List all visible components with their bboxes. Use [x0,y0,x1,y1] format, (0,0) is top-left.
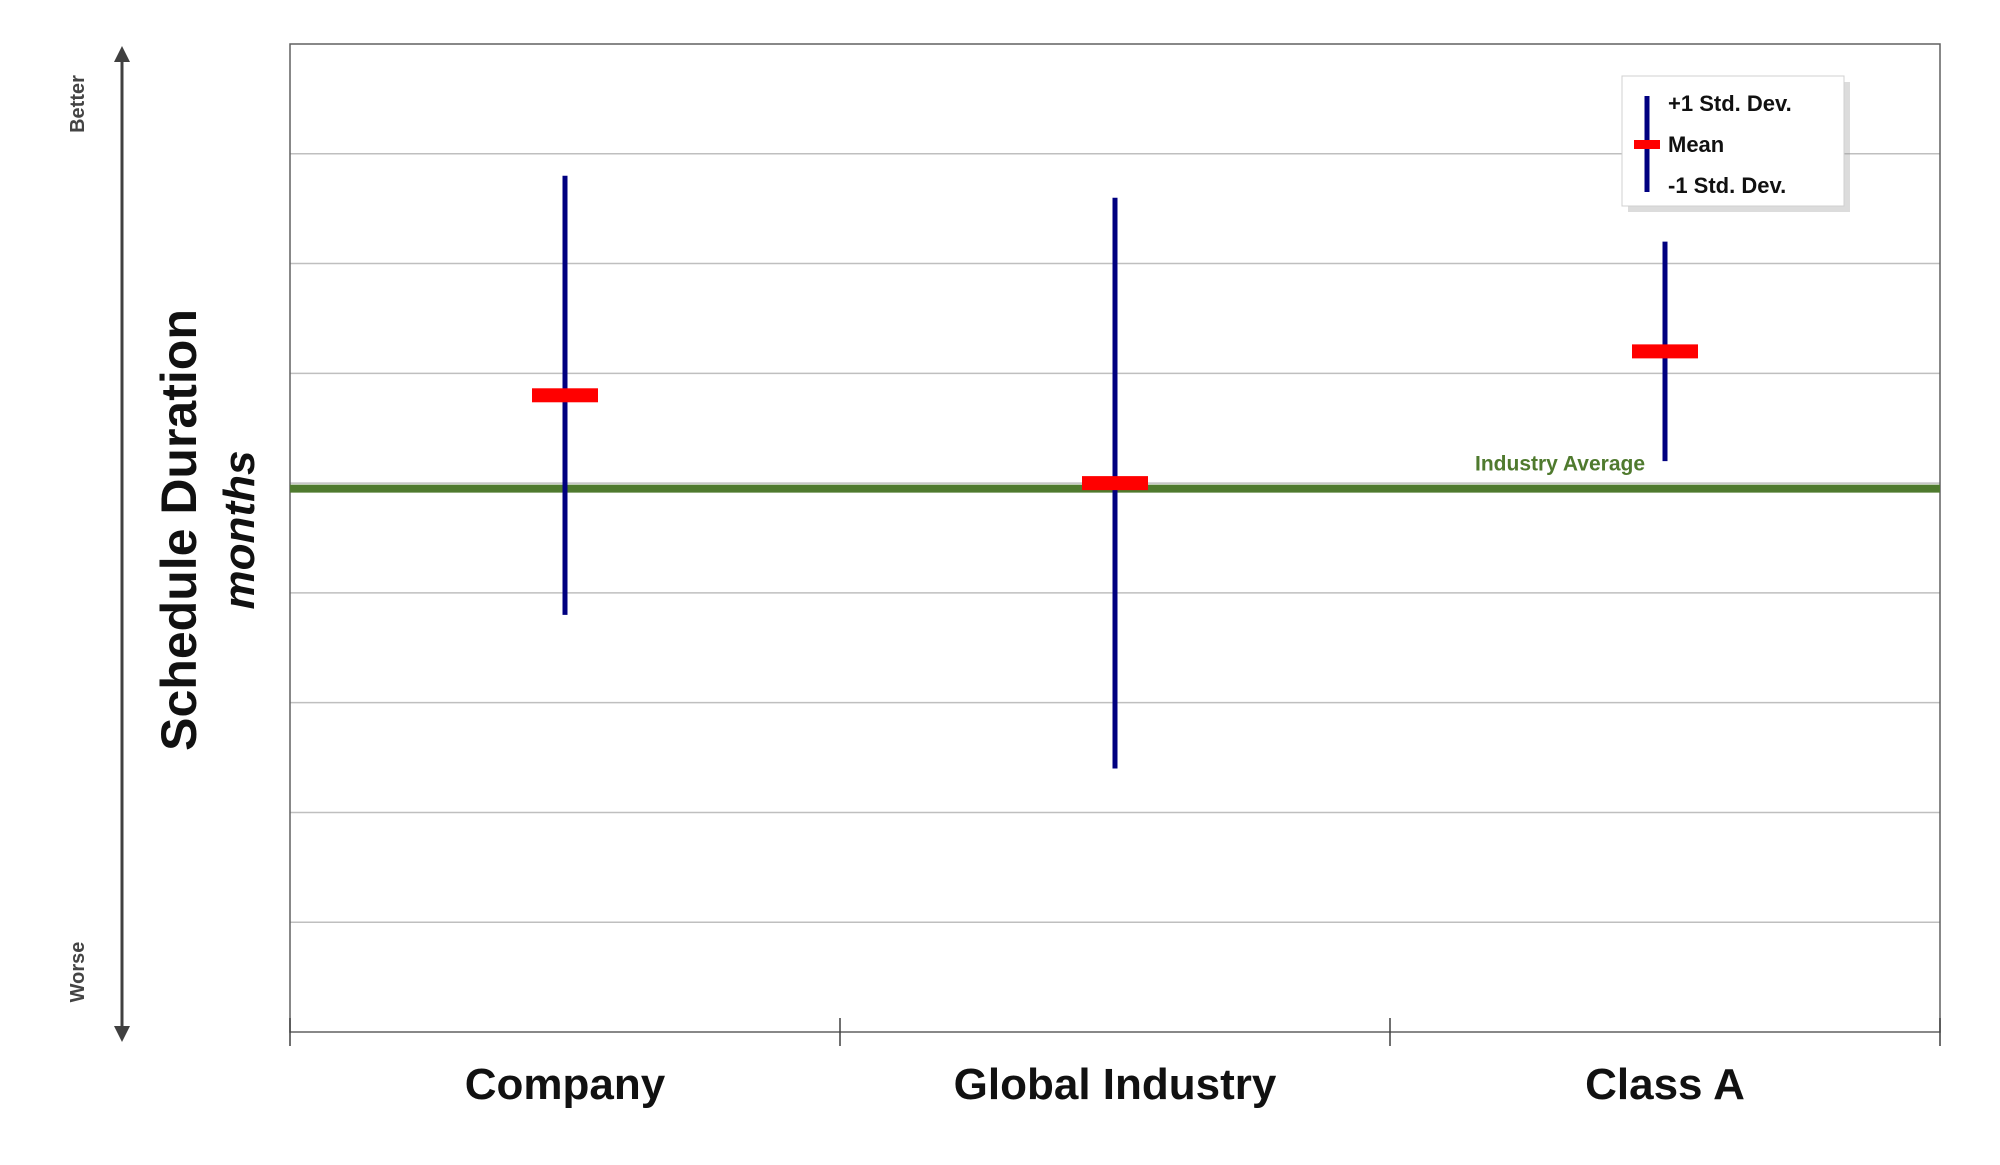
plot-area [289,43,1941,1033]
legend-plus-sd: +1 Std. Dev. [1668,91,1792,116]
legend-minus-sd: -1 Std. Dev. [1668,173,1786,198]
y-axis-title: Schedule Duration [151,309,207,751]
mean-marker [1632,344,1698,359]
error-bars [532,175,1698,769]
better-label: Better [67,75,89,133]
legend-mean: Mean [1668,132,1724,157]
legend: +1 Std. Dev. Mean -1 Std. Dev. [1621,75,1850,212]
mean-marker [1082,476,1148,491]
x-axis-labels: Company Global Industry Class A [465,1060,1745,1109]
category-label: Global Industry [954,1060,1277,1109]
category-label: Class A [1585,1060,1745,1109]
better-worse-arrow [114,46,130,1042]
legend-mean-marker [1634,140,1660,149]
y-axis-unit: months [215,451,264,610]
category-label: Company [465,1060,666,1109]
x-axis-ticks [289,1018,1941,1046]
industry-average-label: Industry Average [1475,453,1645,476]
worse-label: Worse [67,942,89,1003]
mean-marker [532,388,598,403]
